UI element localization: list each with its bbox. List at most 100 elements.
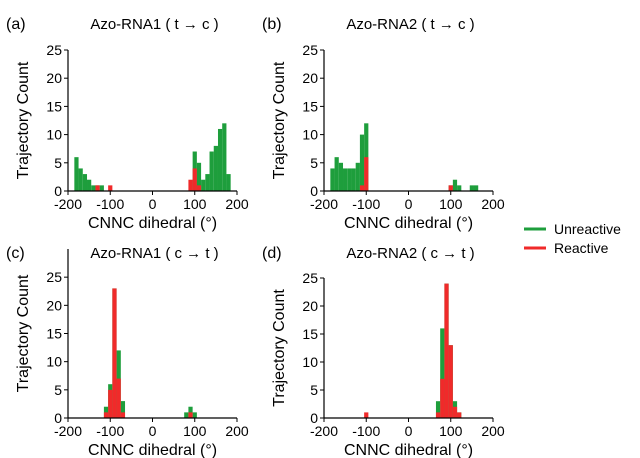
y-tick-label: 25 (46, 269, 62, 285)
y-tick-label: 0 (310, 183, 318, 199)
x-tick-label: -100 (352, 196, 380, 212)
bar-unreactive (78, 168, 83, 191)
bar-reactive (95, 185, 100, 191)
y-axis-label: Trajectory Count (15, 61, 32, 179)
y-tick-label: 0 (54, 410, 62, 426)
y-tick-label: 10 (302, 127, 318, 143)
bar-reactive (448, 185, 453, 191)
bar-unreactive (226, 174, 231, 191)
bar-unreactive (222, 123, 227, 191)
x-tick-label: 100 (183, 196, 207, 212)
bar-reactive (359, 185, 365, 191)
bar-reactive (448, 345, 453, 418)
chart-title: Azo-RNA2 ( t → c ) (346, 16, 474, 33)
bar-unreactive (457, 185, 462, 191)
bar-unreactive (205, 174, 210, 191)
bar-unreactive (87, 179, 92, 191)
y-tick-label: 15 (302, 326, 318, 342)
chart-title: Azo-RNA2 ( c → t ) (346, 245, 474, 262)
chart-panel: -200 -100 0 100 200 0 5 10 15 20 25 CNNC dihedral (… (6, 16, 249, 232)
y-tick-label: 5 (54, 382, 62, 398)
bar-reactive (444, 283, 449, 418)
panel-label: (c) (6, 245, 25, 262)
bar-unreactive (440, 328, 445, 418)
bar-unreactive (74, 157, 79, 191)
y-tick-label: 25 (46, 42, 62, 58)
y-tick-label: 15 (46, 98, 62, 114)
bar-unreactive (82, 174, 88, 191)
x-tick-label: 0 (149, 196, 157, 212)
bar-reactive (457, 412, 462, 418)
bar-unreactive (196, 162, 202, 191)
bar-reactive (108, 185, 113, 191)
bar-reactive (440, 378, 445, 418)
bar-reactive (103, 412, 109, 418)
bar-unreactive (343, 168, 348, 191)
bar-unreactive (469, 185, 474, 191)
bar-unreactive (99, 185, 104, 191)
y-tick-label: 20 (46, 70, 62, 86)
x-tick-label: 100 (439, 423, 463, 439)
chart-panel: -200 -100 0 100 200 0 5 10 15 20 25 CNNC dihedral (… (262, 16, 505, 232)
x-tick-label: -200 (310, 423, 338, 439)
y-axis-label: Trajectory Count (271, 289, 288, 407)
bar-unreactive (91, 185, 96, 191)
y-tick-label: 5 (310, 382, 318, 398)
x-tick-label: 0 (149, 423, 157, 439)
bar-reactive (120, 412, 126, 418)
x-tick-label: 100 (183, 423, 207, 439)
y-tick-label: 5 (54, 155, 62, 171)
bar-unreactive (355, 162, 360, 191)
y-tick-label: 0 (310, 410, 318, 426)
bar-unreactive (473, 185, 479, 191)
bar-unreactive (209, 151, 214, 191)
legend: Unreactive Reactive (524, 221, 621, 256)
y-tick-label: 20 (302, 70, 318, 86)
bar-unreactive (359, 134, 365, 191)
bar-reactive (196, 185, 202, 191)
bar-reactive (116, 378, 121, 418)
x-axis-label: CNNC dihedral (°) (344, 442, 473, 458)
bar-unreactive (192, 412, 197, 418)
bar-reactive (364, 157, 369, 191)
bar-reactive (452, 406, 458, 418)
legend-unreactive-label: Unreactive (554, 221, 621, 237)
panel-label: (a) (6, 16, 26, 33)
x-tick-label: 200 (481, 196, 505, 212)
chart-title: Azo-RNA1 ( t → c ) (90, 16, 218, 33)
bar-reactive (192, 168, 197, 191)
x-tick-label: -100 (352, 423, 380, 439)
y-tick-label: 20 (46, 297, 62, 313)
bar-unreactive (452, 179, 458, 191)
y-tick-label: 5 (310, 155, 318, 171)
bar-unreactive (330, 168, 335, 191)
panel-label: (b) (262, 16, 282, 33)
y-tick-label: 10 (302, 354, 318, 370)
bar-unreactive (201, 179, 206, 191)
legend-reactive-label: Reactive (554, 240, 609, 256)
x-axis-label: CNNC dihedral (°) (88, 442, 217, 458)
bar-unreactive (435, 401, 441, 418)
y-tick-label: 25 (302, 270, 318, 286)
y-tick-label: 10 (46, 354, 62, 370)
x-tick-label: 0 (405, 423, 413, 439)
bar-unreactive (213, 145, 218, 191)
bar-reactive (108, 389, 113, 418)
bar-unreactive (217, 128, 223, 191)
y-tick-label: 15 (302, 98, 318, 114)
x-tick-label: 200 (225, 196, 249, 212)
x-tick-label: 200 (481, 423, 505, 439)
bar-reactive (364, 412, 369, 418)
y-tick-label: 15 (46, 326, 62, 342)
bar-reactive (435, 412, 441, 418)
chart-panel: -200 -100 0 100 200 0 5 10 15 20 25 CNNC dihedral (… (262, 245, 505, 458)
x-tick-label: -100 (96, 196, 124, 212)
x-tick-label: 200 (225, 423, 249, 439)
bar-unreactive (351, 168, 356, 191)
bar-unreactive (334, 157, 339, 191)
y-tick-label: 25 (302, 42, 318, 58)
y-axis-label: Trajectory Count (15, 274, 32, 392)
x-tick-label: 0 (405, 196, 413, 212)
bar-unreactive (188, 406, 193, 418)
